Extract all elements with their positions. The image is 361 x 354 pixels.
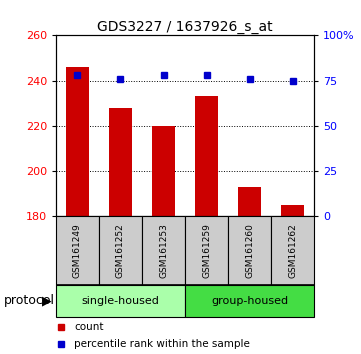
Bar xyxy=(66,67,89,216)
Bar xyxy=(228,216,271,285)
Text: group-housed: group-housed xyxy=(211,296,288,306)
Bar xyxy=(281,205,304,216)
Text: GSM161260: GSM161260 xyxy=(245,223,254,278)
Bar xyxy=(238,187,261,216)
Bar xyxy=(56,285,185,317)
Text: percentile rank within the sample: percentile rank within the sample xyxy=(74,338,250,349)
Bar xyxy=(56,216,99,285)
Bar xyxy=(185,285,314,317)
Text: single-housed: single-housed xyxy=(82,296,160,306)
Bar xyxy=(271,216,314,285)
Bar xyxy=(185,216,228,285)
Text: GSM161249: GSM161249 xyxy=(73,223,82,278)
Title: GDS3227 / 1637926_s_at: GDS3227 / 1637926_s_at xyxy=(97,21,273,34)
Bar xyxy=(195,96,218,216)
Text: GSM161262: GSM161262 xyxy=(288,223,297,278)
Bar xyxy=(99,216,142,285)
Text: protocol: protocol xyxy=(4,295,55,307)
Bar xyxy=(109,108,132,216)
Text: ▶: ▶ xyxy=(42,295,51,307)
Text: GSM161259: GSM161259 xyxy=(202,223,211,278)
Bar xyxy=(152,126,175,216)
Text: count: count xyxy=(74,322,104,332)
Text: GSM161252: GSM161252 xyxy=(116,223,125,278)
Bar xyxy=(142,216,185,285)
Text: GSM161253: GSM161253 xyxy=(159,223,168,278)
